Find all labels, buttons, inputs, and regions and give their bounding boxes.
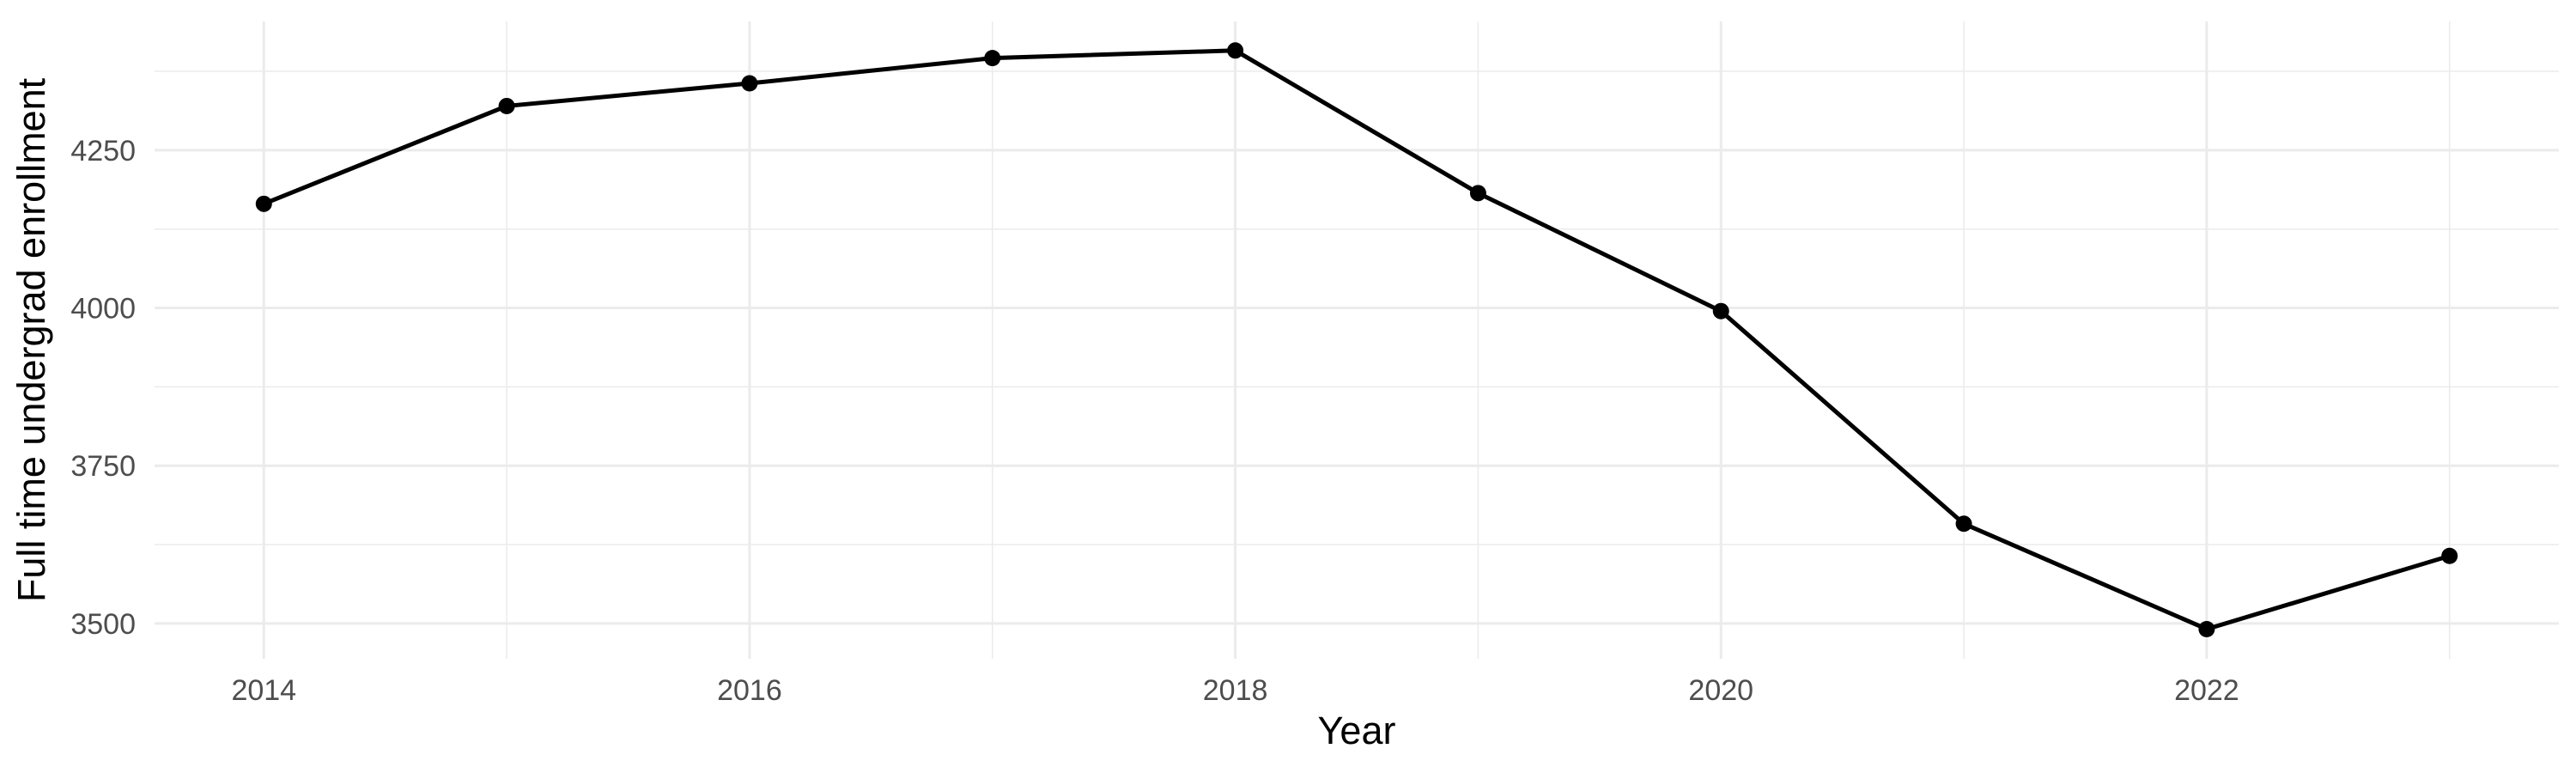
- gridlines-major: [155, 21, 2559, 659]
- data-point-2017: [984, 50, 1001, 67]
- x-tick-label-2020: 2020: [1688, 674, 1753, 707]
- data-point-2021: [1955, 515, 1972, 533]
- data-point-2022: [2198, 620, 2215, 637]
- data-point-2015: [498, 97, 515, 114]
- y-tick-label-4250: 4250: [70, 135, 136, 167]
- enrollment-line: [263, 48, 2451, 631]
- data-point-2020: [1712, 302, 1729, 320]
- x-tick-label-2022: 2022: [2174, 674, 2239, 707]
- data-point-2014: [255, 195, 272, 212]
- y-axis-tick-labels: 3500 3750 4000 4250: [70, 135, 136, 641]
- data-point-2018: [1227, 42, 1244, 59]
- data-points-group: [255, 42, 2458, 637]
- x-axis-title: Year: [1318, 709, 1396, 752]
- x-tick-label-2018: 2018: [1203, 674, 1268, 707]
- y-tick-label-3500: 3500: [70, 608, 136, 641]
- x-axis-tick-labels: 2014 2016 2018 2020 2022: [231, 674, 2239, 707]
- gridlines-minor: [155, 21, 2559, 659]
- y-axis-title: Full time undergrad enrollment: [9, 77, 53, 602]
- data-line-group: [263, 48, 2451, 631]
- data-point-2023: [2441, 547, 2458, 564]
- y-tick-label-4000: 4000: [70, 293, 136, 326]
- x-tick-label-2016: 2016: [717, 674, 782, 707]
- data-point-2019: [1469, 185, 1486, 202]
- y-tick-label-3750: 3750: [70, 450, 136, 483]
- data-point-2016: [741, 75, 758, 92]
- x-tick-label-2014: 2014: [231, 674, 296, 707]
